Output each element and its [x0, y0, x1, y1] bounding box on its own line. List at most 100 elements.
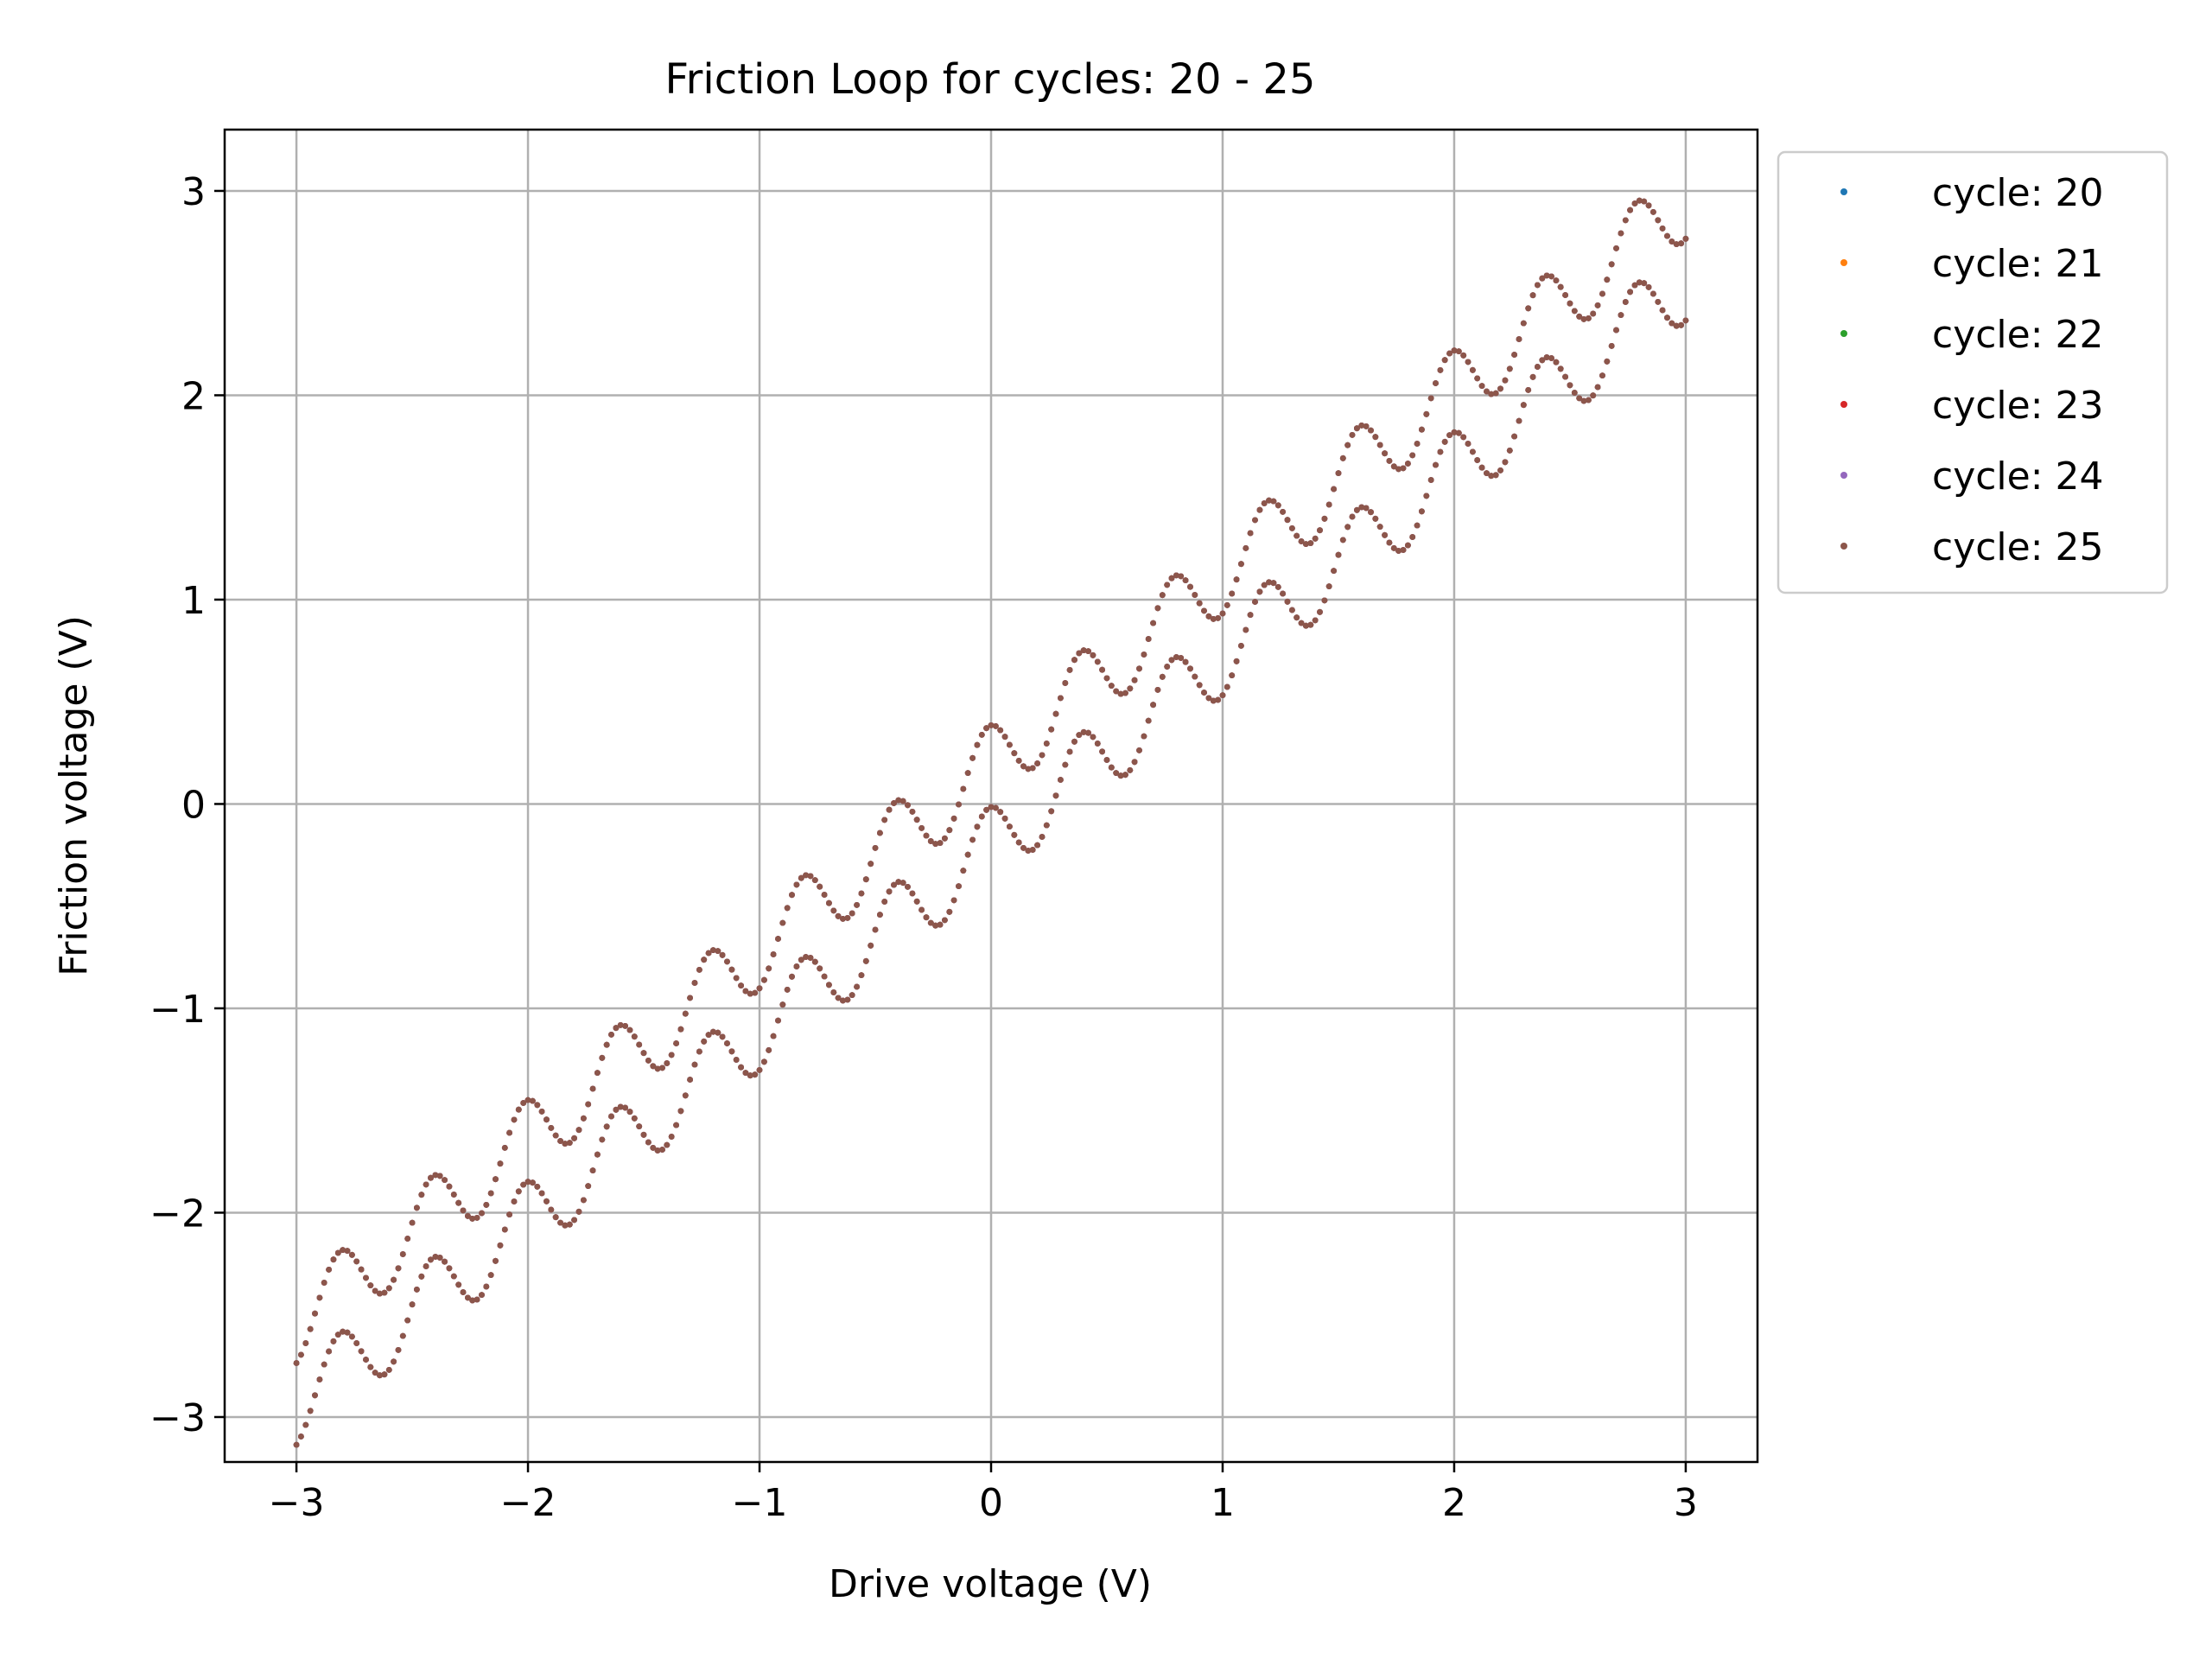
- data-point: [353, 1340, 360, 1346]
- data-point: [1210, 616, 1217, 622]
- data-point: [895, 879, 902, 886]
- data-point: [1048, 726, 1055, 733]
- data-point: [1395, 548, 1402, 554]
- data-point: [1052, 710, 1059, 717]
- data-point: [1502, 459, 1509, 466]
- data-point: [566, 1140, 573, 1146]
- data-point: [511, 1116, 518, 1123]
- data-point: [483, 1202, 490, 1208]
- data-point: [650, 1063, 657, 1070]
- data-point: [1058, 777, 1064, 783]
- data-point: [1645, 284, 1652, 290]
- data-point: [1233, 658, 1240, 664]
- data-point: [1358, 423, 1365, 429]
- data-point: [1196, 600, 1203, 607]
- data-point: [927, 838, 934, 844]
- data-point: [701, 957, 708, 963]
- data-point: [1117, 690, 1124, 697]
- data-point: [682, 1010, 689, 1017]
- data-point: [1168, 657, 1175, 664]
- data-point: [1659, 307, 1666, 314]
- data-point: [1154, 687, 1161, 693]
- data-point: [1437, 367, 1444, 373]
- data-point: [1427, 395, 1434, 402]
- data-point: [854, 983, 860, 990]
- data-point: [385, 1285, 392, 1292]
- data-point: [1131, 759, 1138, 766]
- data-point: [960, 785, 967, 792]
- data-point: [613, 1106, 620, 1113]
- data-point: [969, 836, 976, 843]
- data-point: [1529, 373, 1536, 380]
- data-point: [756, 1067, 763, 1073]
- data-point: [668, 1052, 675, 1058]
- data-point: [585, 1183, 592, 1189]
- data-point: [344, 1248, 351, 1254]
- y-tick-label: 0: [181, 783, 206, 827]
- data-point: [803, 954, 809, 960]
- data-point: [622, 1023, 628, 1029]
- data-point: [798, 957, 804, 963]
- data-point: [1580, 316, 1587, 322]
- data-point: [404, 1317, 411, 1324]
- legend-marker: [1840, 188, 1847, 195]
- data-point: [789, 973, 795, 980]
- data-point: [877, 912, 883, 918]
- data-point: [956, 883, 962, 889]
- data-point: [562, 1222, 569, 1229]
- data-point: [1076, 650, 1083, 657]
- data-point: [1460, 352, 1467, 359]
- data-point: [1516, 417, 1522, 424]
- data-point: [1080, 647, 1087, 653]
- data-point: [1261, 500, 1268, 506]
- data-point: [334, 1249, 341, 1256]
- data-point: [1270, 498, 1277, 505]
- data-point: [1094, 658, 1101, 665]
- data-point: [1376, 442, 1383, 448]
- data-point: [293, 1441, 300, 1448]
- data-point: [793, 881, 800, 888]
- data-point: [719, 1033, 726, 1040]
- data-point: [474, 1296, 480, 1303]
- data-point: [1599, 290, 1605, 297]
- data-point: [830, 989, 837, 995]
- data-point: [868, 861, 874, 868]
- data-point: [409, 1301, 416, 1308]
- data-point: [932, 841, 939, 847]
- data-point: [1470, 448, 1476, 455]
- data-point: [1664, 315, 1670, 321]
- data-point: [636, 1123, 643, 1129]
- data-point: [506, 1211, 512, 1217]
- data-point: [543, 1198, 550, 1205]
- data-point: [1608, 343, 1615, 349]
- data-point: [840, 997, 846, 1004]
- data-point: [1192, 592, 1198, 598]
- data-point: [728, 966, 735, 973]
- legend: cycle: 20 cycle: 21 cycle: 22 cycle: 23 cycl…: [1777, 150, 2169, 594]
- data-point: [881, 899, 888, 905]
- data-point: [1390, 463, 1397, 470]
- data-point: [1266, 579, 1272, 586]
- y-tick-label: 2: [181, 374, 206, 418]
- data-point: [1034, 760, 1040, 766]
- data-point: [321, 1280, 327, 1286]
- data-point: [1224, 683, 1230, 690]
- data-point: [1382, 531, 1388, 538]
- data-points: [293, 197, 1689, 1448]
- data-point: [1173, 654, 1179, 660]
- data-point: [1178, 573, 1185, 580]
- data-point: [1229, 672, 1236, 678]
- data-point: [807, 955, 814, 961]
- data-point: [1465, 359, 1471, 365]
- data-point: [1071, 657, 1077, 664]
- data-point: [913, 817, 920, 823]
- data-point: [1243, 545, 1249, 551]
- data-point: [1182, 577, 1189, 583]
- data-point: [710, 1028, 716, 1035]
- data-point: [1136, 747, 1142, 753]
- data-point: [1344, 442, 1351, 448]
- data-point: [775, 936, 781, 942]
- data-point: [316, 1294, 323, 1301]
- data-point: [1465, 441, 1471, 447]
- data-point: [1252, 599, 1258, 605]
